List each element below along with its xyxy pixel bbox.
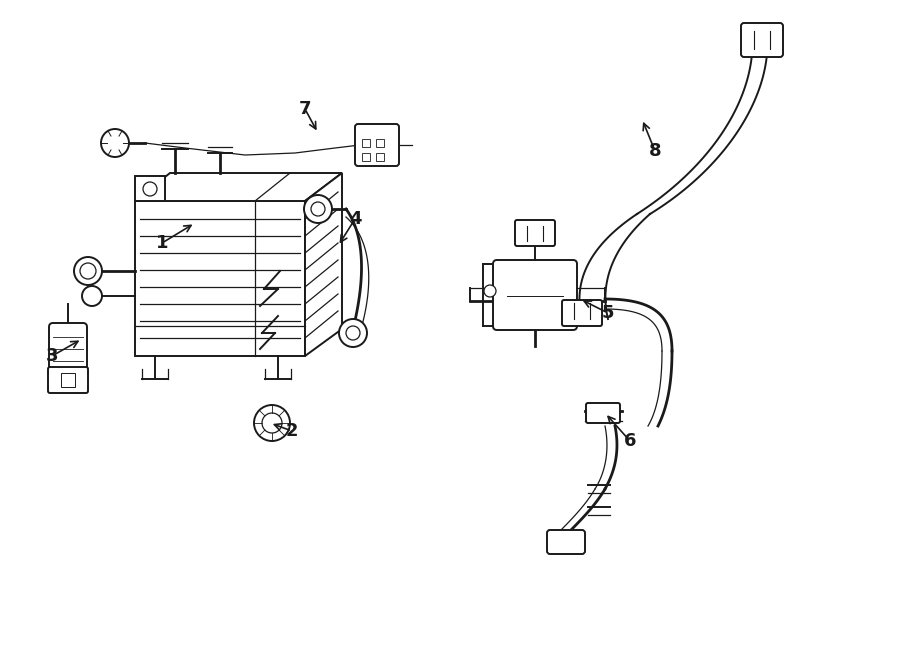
Circle shape <box>311 202 325 216</box>
Polygon shape <box>135 201 305 356</box>
Text: 5: 5 <box>602 304 614 322</box>
Text: 3: 3 <box>46 347 58 365</box>
FancyBboxPatch shape <box>562 300 602 326</box>
Circle shape <box>339 319 367 347</box>
Circle shape <box>346 326 360 340</box>
FancyBboxPatch shape <box>49 323 87 375</box>
FancyBboxPatch shape <box>362 153 370 161</box>
Circle shape <box>304 195 332 223</box>
FancyBboxPatch shape <box>586 403 620 423</box>
Text: 4: 4 <box>349 210 361 228</box>
Circle shape <box>74 257 102 285</box>
Circle shape <box>484 285 496 297</box>
FancyBboxPatch shape <box>355 124 399 166</box>
Circle shape <box>143 182 157 196</box>
FancyBboxPatch shape <box>376 153 384 161</box>
Polygon shape <box>135 173 342 201</box>
Polygon shape <box>135 176 165 201</box>
FancyBboxPatch shape <box>741 23 783 57</box>
FancyBboxPatch shape <box>376 139 384 147</box>
Circle shape <box>82 286 102 306</box>
FancyBboxPatch shape <box>362 139 370 147</box>
Circle shape <box>101 129 129 157</box>
Circle shape <box>262 413 282 433</box>
Text: 8: 8 <box>649 142 662 160</box>
Text: 7: 7 <box>299 100 311 118</box>
FancyBboxPatch shape <box>515 220 555 246</box>
Circle shape <box>80 263 96 279</box>
FancyBboxPatch shape <box>493 260 577 330</box>
Text: 2: 2 <box>286 422 298 440</box>
FancyBboxPatch shape <box>61 373 75 387</box>
Text: 1: 1 <box>156 234 168 252</box>
FancyBboxPatch shape <box>48 367 88 393</box>
Text: 6: 6 <box>624 432 636 450</box>
FancyBboxPatch shape <box>547 530 585 554</box>
Circle shape <box>254 405 290 441</box>
Polygon shape <box>305 173 342 356</box>
